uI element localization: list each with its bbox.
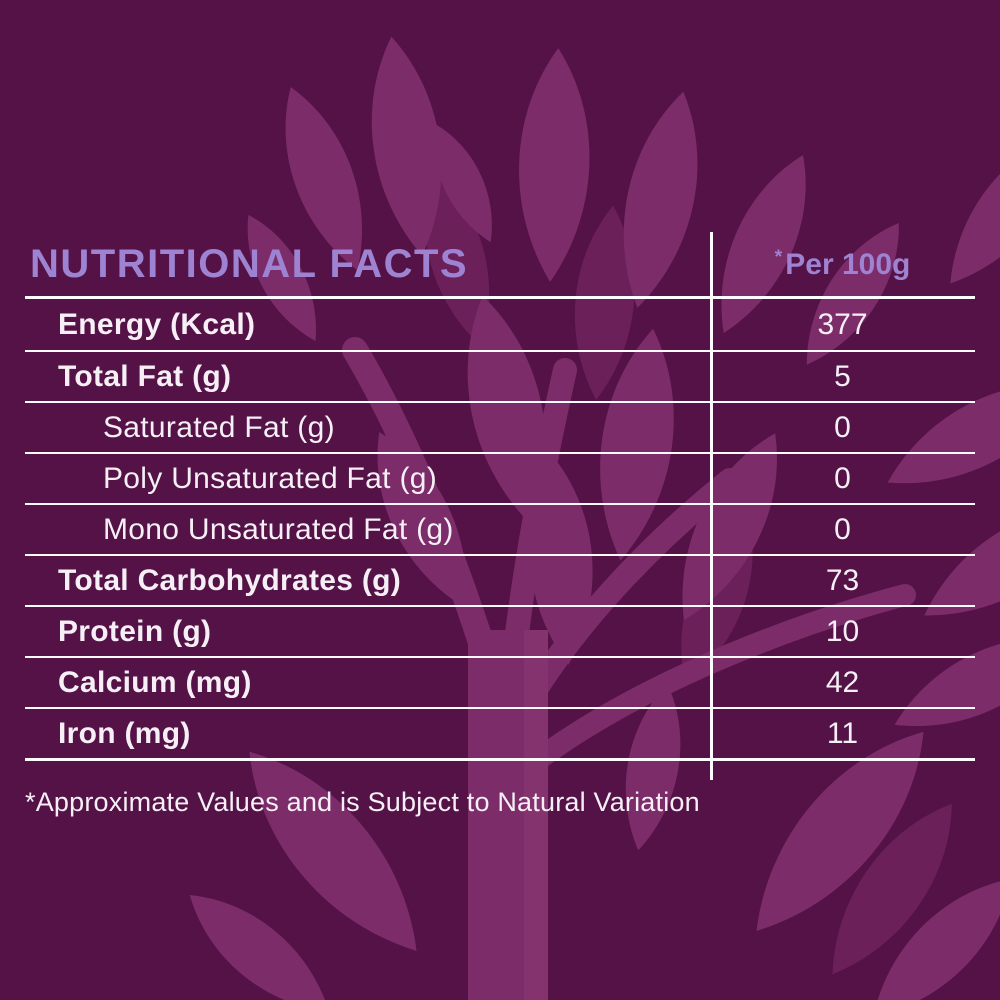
table-row-total-carbohydrates: Total Carbohydrates (g) 73 — [25, 554, 975, 605]
table-row-saturated-fat: Saturated Fat (g) 0 — [25, 401, 975, 452]
row-value: 0 — [834, 461, 851, 495]
row-label: Poly Unsaturated Fat (g) — [103, 461, 438, 495]
row-value: 5 — [834, 359, 851, 393]
row-value: 42 — [825, 665, 860, 699]
row-value: 377 — [817, 307, 868, 341]
per-100g-label: Per 100g — [785, 248, 911, 281]
table-row-iron: Iron (mg) 11 — [25, 707, 975, 758]
page-title: NUTRITIONAL FACTS — [30, 241, 469, 286]
nutrition-table: NUTRITIONAL FACTS * Per 100g Energy (Kcal… — [25, 232, 975, 780]
table-row-total-fat: Total Fat (g) 5 — [25, 350, 975, 401]
table-body: Energy (Kcal) 377 Total Fat (g) 5 Satura… — [25, 296, 975, 761]
row-label: Saturated Fat (g) — [103, 410, 335, 444]
row-value: 10 — [825, 614, 860, 648]
row-label: Mono Unsaturated Fat (g) — [103, 512, 454, 546]
table-header: NUTRITIONAL FACTS * Per 100g — [25, 232, 975, 296]
table-row-mono-unsaturated-fat: Mono Unsaturated Fat (g) 0 — [25, 503, 975, 554]
row-value: 0 — [834, 410, 851, 444]
row-label: Energy (Kcal) — [58, 307, 256, 341]
row-label: Total Fat (g) — [58, 359, 232, 393]
per-100g-header: * Per 100g — [710, 246, 975, 282]
table-row-energy: Energy (Kcal) 377 — [25, 299, 975, 350]
row-label: Protein (g) — [58, 614, 212, 648]
table-row-calcium: Calcium (mg) 42 — [25, 656, 975, 707]
table-row-poly-unsaturated-fat: Poly Unsaturated Fat (g) 0 — [25, 452, 975, 503]
table-row-protein: Protein (g) 10 — [25, 605, 975, 656]
asterisk-mark: * — [774, 246, 783, 268]
approximate-values-note: *Approximate Values and is Subject to Na… — [25, 787, 700, 817]
row-label: Iron (mg) — [58, 716, 191, 750]
row-value: 11 — [826, 716, 859, 750]
column-divider — [710, 232, 713, 780]
row-label: Calcium (mg) — [58, 665, 252, 699]
row-label: Total Carbohydrates (g) — [58, 563, 402, 597]
row-value: 73 — [825, 563, 860, 597]
row-value: 0 — [834, 512, 851, 546]
